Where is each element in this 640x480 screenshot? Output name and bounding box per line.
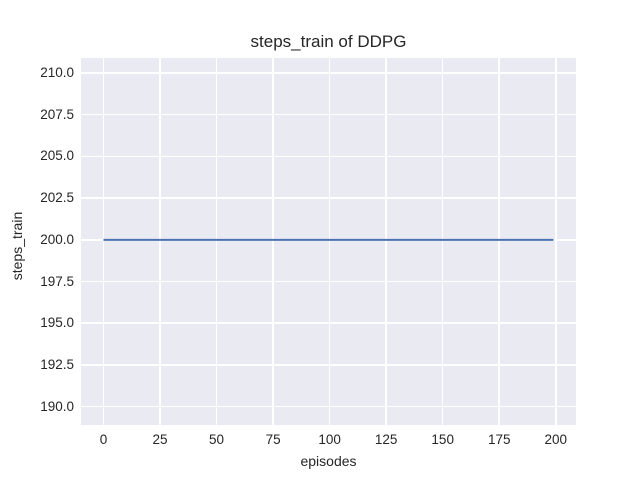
x-tick-label: 100 (318, 432, 341, 447)
x-tick-label: 200 (544, 432, 568, 447)
y-tick-label: 192.5 (40, 356, 74, 372)
x-tick-label: 25 (152, 432, 168, 447)
x-tick-labels: 0 25 50 75 100 125 150 175 200 (81, 433, 576, 449)
series-layer (103, 238, 554, 241)
y-tick-labels: 190.0 192.5 195.0 197.5 200.0 202.5 205.0 207.5… (0, 58, 74, 425)
x-gridline (385, 58, 387, 425)
x-tick-label: 175 (487, 432, 511, 447)
x-gridline (272, 58, 274, 425)
y-gridline (81, 197, 576, 199)
y-tick-label: 197.5 (40, 273, 74, 289)
y-gridline (81, 72, 576, 74)
y-tick-label: 202.5 (40, 190, 74, 206)
plot-area (81, 58, 576, 425)
y-tick-label: 190.0 (40, 398, 74, 414)
x-tick-label: 50 (209, 432, 225, 447)
x-gridline (328, 58, 331, 425)
x-tick-label: 125 (374, 432, 398, 447)
x-axis-label: episodes (300, 453, 357, 469)
y-gridline (81, 405, 576, 408)
x-gridline (102, 58, 105, 425)
x-gridline (555, 58, 557, 425)
y-gridline (81, 364, 576, 366)
y-gridline (81, 322, 576, 324)
x-gridline (441, 58, 444, 425)
x-tick-label: 0 (99, 432, 108, 447)
y-tick-label: 195.0 (40, 315, 74, 331)
y-gridline (81, 155, 576, 158)
y-tick-label: 205.0 (40, 148, 74, 164)
x-tick-label: 150 (431, 432, 454, 447)
y-tick-label: 210.0 (40, 65, 74, 80)
x-gridline (498, 58, 500, 425)
x-gridline (215, 58, 218, 425)
y-gridline (81, 113, 576, 116)
chart-title: steps_train of DDPG (250, 32, 407, 51)
y-tick-label: 200.0 (40, 231, 74, 247)
x-gridline (159, 58, 161, 425)
y-gridline (81, 280, 576, 283)
x-tick-label: 75 (265, 432, 281, 447)
y-tick-label: 207.5 (40, 106, 74, 122)
